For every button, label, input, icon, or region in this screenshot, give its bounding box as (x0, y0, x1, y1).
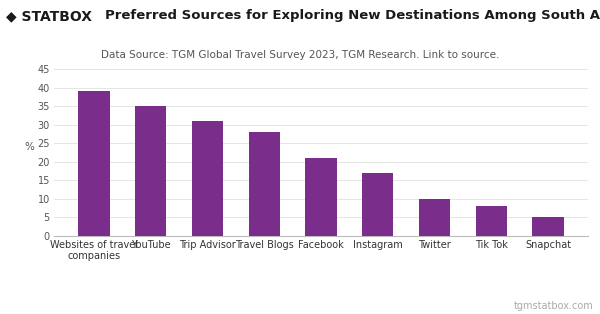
Text: ◆ STATBOX: ◆ STATBOX (6, 9, 92, 24)
Text: tgmstatbox.com: tgmstatbox.com (514, 301, 594, 311)
Legend: South Africa: South Africa (269, 311, 373, 314)
Bar (476, 206, 507, 236)
Bar (419, 198, 450, 236)
Bar (305, 158, 337, 236)
Y-axis label: %: % (24, 142, 34, 152)
Bar (532, 217, 564, 236)
Text: Data Source: TGM Global Travel Survey 2023, TGM Research. Link to source.: Data Source: TGM Global Travel Survey 20… (101, 50, 499, 60)
Text: Preferred Sources for Exploring New Destinations Among South Africans 2023: Preferred Sources for Exploring New Dest… (105, 9, 600, 22)
Bar (78, 91, 110, 236)
Bar (362, 173, 394, 236)
Bar (192, 121, 223, 236)
Bar (135, 106, 166, 236)
Bar (248, 132, 280, 236)
